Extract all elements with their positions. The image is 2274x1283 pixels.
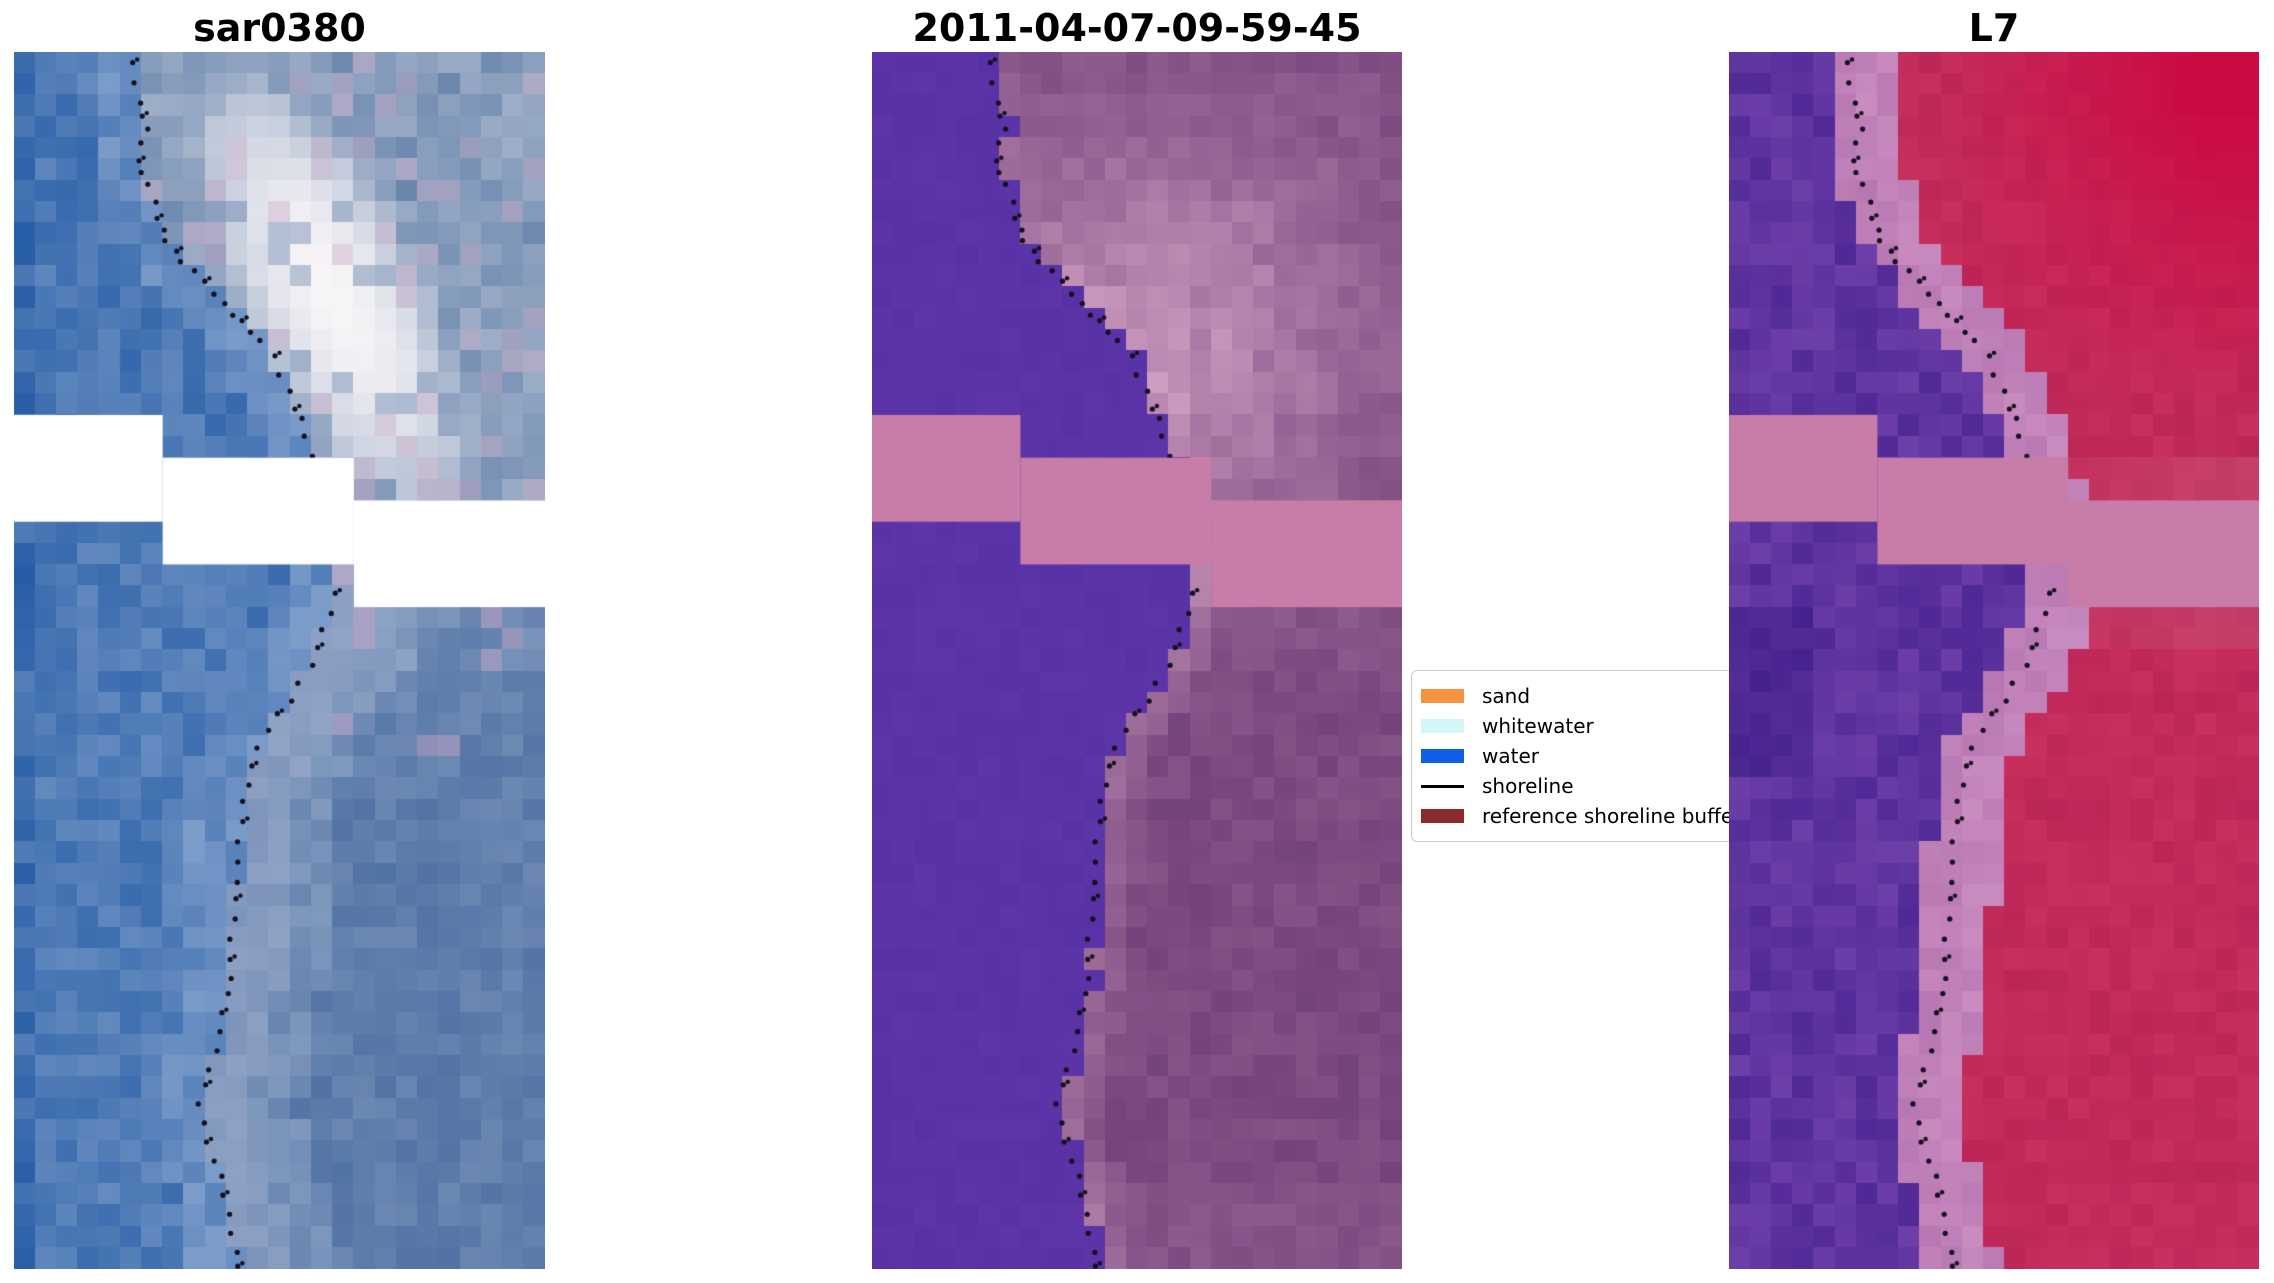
legend-swatch-whitewater (1421, 719, 1464, 733)
sar-image-canvas (14, 52, 545, 1269)
legend-item-shoreline: shoreline (1421, 771, 1776, 801)
legend-label-water: water (1482, 744, 1539, 768)
classified-image-canvas (872, 52, 1402, 1269)
panel-l7-image (1729, 52, 2259, 1269)
panel-classified-image (872, 52, 1402, 1269)
panel-title-l7: L7 (1968, 6, 2020, 50)
panel-sar-image (14, 52, 545, 1269)
legend-item-reference-shoreline-buffer: reference shoreline buffer (1421, 801, 1776, 831)
legend-item-sand: sand (1421, 681, 1776, 711)
legend-label-sand: sand (1482, 684, 1531, 708)
legend-line-swatch-shoreline (1421, 784, 1464, 788)
legend: sand whitewater water shoreline reference sh… (1411, 670, 1791, 842)
legend-item-whitewater: whitewater (1421, 711, 1776, 741)
legend-label-shoreline: shoreline (1482, 774, 1574, 798)
l7-image-canvas (1729, 52, 2259, 1269)
legend-label-reference-shoreline-buffer: reference shoreline buffer (1482, 804, 1742, 828)
panel-title-sar: sar0380 (193, 6, 366, 50)
legend-swatch-sand (1421, 689, 1464, 703)
legend-label-whitewater: whitewater (1482, 714, 1594, 738)
legend-item-water: water (1421, 741, 1776, 771)
legend-swatch-water (1421, 749, 1464, 763)
panel-title-classified: 2011-04-07-09-59-45 (912, 6, 1362, 50)
legend-swatch-reference-shoreline-buffer (1421, 809, 1464, 823)
